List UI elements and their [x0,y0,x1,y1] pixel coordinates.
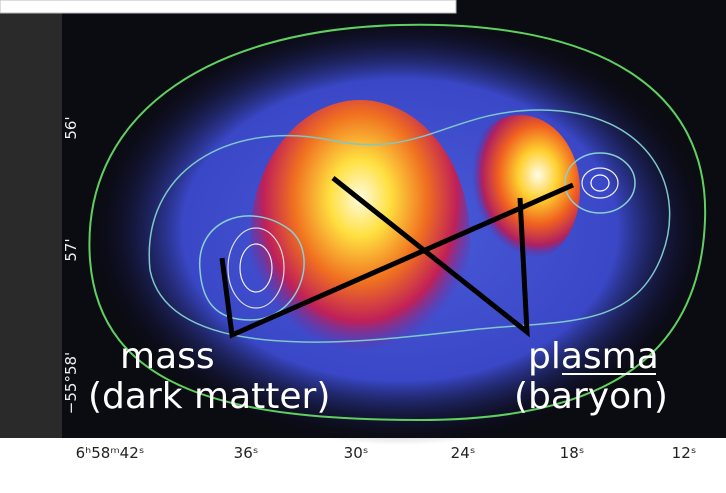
annotation: (baryon) [514,376,668,417]
annotation: (dark matter) [88,376,330,417]
annotation: plasma [528,336,659,377]
main-cluster-emission [250,100,470,380]
y-tick-label: 56' [62,116,80,139]
left-strip [0,0,62,438]
x-tick-label: 30ˢ [344,444,369,462]
x-tick-label: 6ʰ58ᵐ42ˢ [76,444,145,462]
figure: 56' 57' −55°58' mass (dark matter) plasm… [0,0,726,493]
y-tick-label: 57' [62,238,80,261]
x-tick-label: 12ˢ [672,444,697,462]
x-tick-label: 18ˢ [560,444,585,462]
x-tick-label: 36ˢ [234,444,259,462]
y-tick-label: −55°58' [62,352,80,414]
overlay-box [0,0,456,13]
annotation: mass [120,336,215,377]
x-tick-label: 24ˢ [451,444,476,462]
